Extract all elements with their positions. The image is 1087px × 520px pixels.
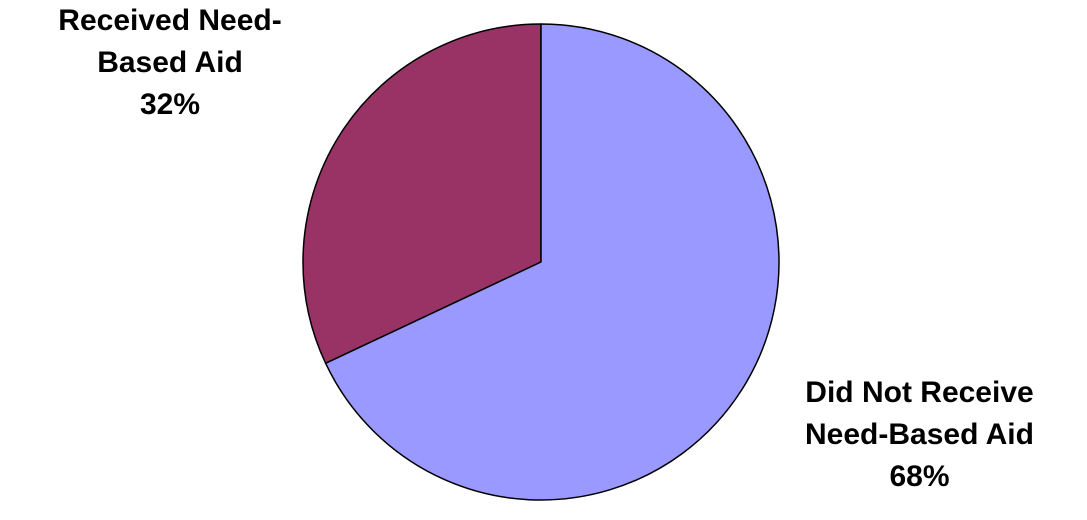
pie-slice-1 (324, 23, 780, 501)
slice-percent-label: 32% (139, 88, 201, 121)
slice-label-line: Based Aid (97, 46, 243, 79)
slice-label-line: Need-Based Aid (805, 418, 1034, 451)
slice-label-did-not-receive-need-based-aid: Did Not Receive Need-Based Aid 68% (752, 372, 1087, 498)
slice-percent-label: 68% (889, 460, 950, 493)
slice-label-line: Did Not Receive (805, 376, 1034, 409)
slice-label-received-need-based-aid: Received Need- Based Aid 32% (0, 0, 340, 126)
pie-slice-0 (302, 23, 542, 365)
slice-label-line: Received Need- (58, 4, 282, 37)
pie-slices (302, 23, 780, 501)
